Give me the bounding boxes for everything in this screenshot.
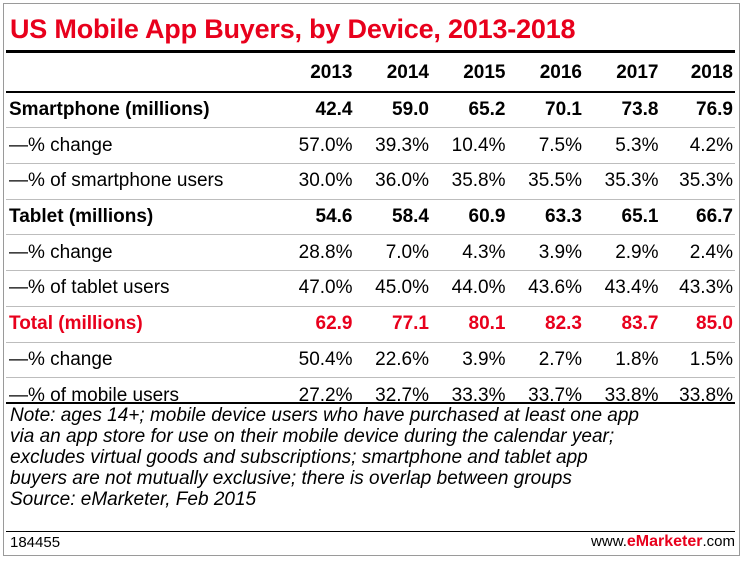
brand-accent: eMarketer (626, 533, 703, 550)
table-cell: 3.9% (429, 342, 506, 379)
table-cell: 39.3% (352, 127, 429, 165)
title-divider (6, 50, 735, 53)
note-line: Note: ages 14+; mobile device users who … (10, 405, 639, 426)
row-label: —% of smartphone users (6, 163, 276, 200)
table-cell: 82.3 (505, 306, 582, 343)
note-line: excludes virtual goods and subscriptions… (10, 447, 588, 468)
note-line: Source: eMarketer, Feb 2015 (10, 489, 257, 510)
chart-frame (3, 3, 740, 556)
table-row: —% change 28.8% 7.0% 4.3% 3.9% 2.9% 2.4% (6, 234, 735, 272)
note-text: Note: ages 14+; mobile device users who … (10, 405, 732, 510)
row-label: —% change (6, 127, 276, 165)
table-cell: 83.7 (582, 306, 659, 343)
year-header: 2016 (505, 56, 582, 93)
table-cell: 80.1 (429, 306, 506, 343)
brand-prefix: www. (591, 533, 627, 550)
table-cell: 36.0% (352, 163, 429, 200)
table-cell: 47.0% (276, 270, 353, 307)
table-cell: 1.8% (582, 342, 659, 379)
table-cell: 65.1 (582, 199, 659, 236)
footer-divider (6, 531, 735, 532)
table-cell: 73.8 (582, 91, 659, 129)
table-cell: 59.0 (352, 91, 429, 129)
table-cell: 43.3% (658, 270, 735, 307)
table-cell: 27.2% (298, 384, 353, 406)
chart-title: US Mobile App Buyers, by Device, 2013-20… (10, 14, 576, 44)
table-cell: 30.0% (276, 163, 353, 200)
table-cell: 4.2% (658, 127, 735, 165)
table-cell: 43.6% (505, 270, 582, 307)
table-cell: 35.3% (582, 163, 659, 200)
table-cell: 33.7% (528, 384, 582, 406)
table-cell: 57.0% (276, 127, 353, 165)
table-cell: 62.9 (276, 306, 353, 343)
table-cell: 77.1 (352, 306, 429, 343)
year-header: 2014 (352, 56, 429, 93)
table-cell: 32.7% (375, 384, 429, 406)
row-label: Tablet (millions) (6, 199, 276, 236)
table-cell: 45.0% (352, 270, 429, 307)
note-line: via an app store for use on their mobile… (10, 426, 615, 447)
table-cell: 7.0% (352, 234, 429, 272)
table-row: —% of tablet users 47.0% 45.0% 44.0% 43.6% 43… (6, 270, 735, 307)
table-cell: 66.7 (658, 199, 735, 236)
row-label: —% of tablet users (6, 270, 276, 307)
row-label: Total (millions) (6, 306, 276, 343)
row-label-header (6, 56, 276, 93)
table-cell: 70.1 (505, 91, 582, 129)
table-cell: 63.3 (505, 199, 582, 236)
table-cell: 28.8% (276, 234, 353, 272)
table-row: Tablet (millions) 54.6 58.4 60.9 63.3 65.1 66.… (6, 199, 735, 236)
year-header: 2015 (429, 56, 506, 93)
table-cell: 33.8% (604, 384, 659, 406)
table-cell: 22.6% (352, 342, 429, 379)
table-row: —% change 57.0% 39.3% 10.4% 7.5% 5.3% 4.2% (6, 127, 735, 165)
row-label: Smartphone (millions) (6, 91, 276, 129)
table-cell: 85.0 (658, 306, 735, 343)
chart-id: 184455 (10, 534, 61, 551)
year-header: 2018 (658, 56, 735, 93)
table-cell: 54.6 (276, 199, 353, 236)
table-cell: 35.5% (505, 163, 582, 200)
brand-logo: www.eMarketer.com (591, 533, 735, 551)
table-cell: 2.7% (505, 342, 582, 379)
data-table: 2013 2014 2015 2016 2017 2018 Smartphone (mil… (6, 56, 735, 413)
year-header: 2013 (276, 56, 353, 93)
table-cell: 60.9 (429, 199, 506, 236)
table-row: —% change 50.4% 22.6% 3.9% 2.7% 1.8% 1.5% (6, 342, 735, 379)
table-row: Total (millions) 62.9 77.1 80.1 82.3 83.7 85.0 (6, 306, 735, 343)
brand-suffix: .com (702, 533, 735, 550)
table-cell: 35.8% (429, 163, 506, 200)
table-cell: 43.4% (582, 270, 659, 307)
table-cell: 7.5% (505, 127, 582, 165)
year-header: 2017 (582, 56, 659, 93)
table-cell: 33.8% (679, 384, 733, 406)
table-row: —% of mobile users 27.2% 32.7% 33.3% 33.7% 33… (6, 378, 735, 413)
table-cell: 58.4 (352, 199, 429, 236)
table-cell: 10.4% (429, 127, 506, 165)
table-cell: 2.4% (658, 234, 735, 272)
table-row: —% of smartphone users 30.0% 36.0% 35.8% 35.… (6, 163, 735, 200)
table-cell: 5.3% (582, 127, 659, 165)
table-cell: 1.5% (658, 342, 735, 379)
table-cell: 3.9% (505, 234, 582, 272)
table-cell: 33.3% (451, 384, 506, 406)
table-cell: 76.9 (658, 91, 735, 129)
table-cell: 44.0% (429, 270, 506, 307)
table-cell: 65.2 (429, 91, 506, 129)
table-cell: 50.4% (276, 342, 353, 379)
table-cell: 35.3% (658, 163, 735, 200)
note-line: buyers are not mutually exclusive; there… (10, 468, 572, 489)
row-label: —% change (6, 234, 276, 272)
table-cell: 42.4 (276, 91, 353, 129)
row-label: —% of mobile users (9, 384, 180, 406)
table-cell: 4.3% (429, 234, 506, 272)
note-divider (6, 402, 735, 404)
row-label: —% change (6, 342, 276, 379)
header-row: 2013 2014 2015 2016 2017 2018 (6, 56, 735, 93)
table-body: Smartphone (millions) 42.4 59.0 65.2 70.1 73.… (6, 91, 735, 413)
table-row: Smartphone (millions) 42.4 59.0 65.2 70.1 73.… (6, 91, 735, 129)
table-cell: 2.9% (582, 234, 659, 272)
